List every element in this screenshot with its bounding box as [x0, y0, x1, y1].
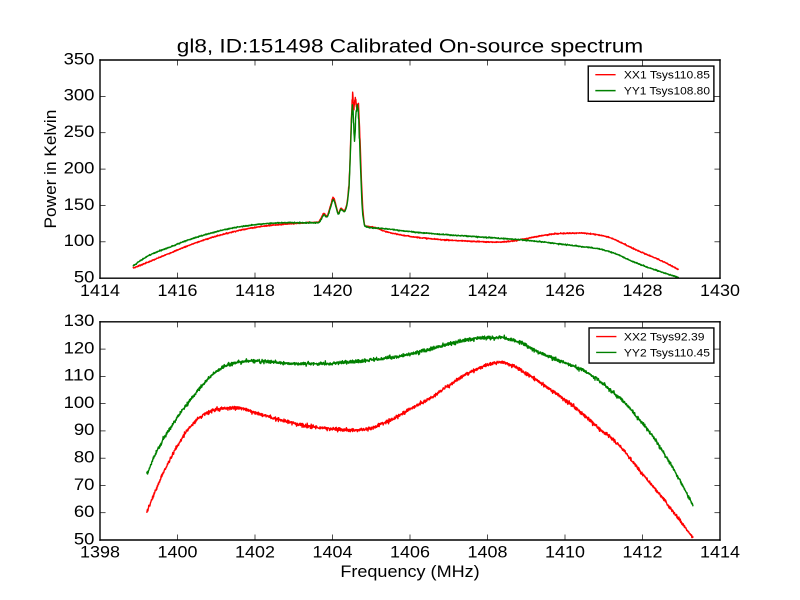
svg-text:130: 130: [64, 311, 95, 330]
svg-text:1428: 1428: [623, 281, 663, 300]
svg-text:1430: 1430: [700, 281, 740, 300]
svg-text:100: 100: [64, 393, 95, 412]
svg-text:Frequency (MHz): Frequency (MHz): [340, 562, 479, 581]
svg-text:1416: 1416: [158, 281, 198, 300]
svg-text:Power in Kelvin: Power in Kelvin: [41, 110, 60, 229]
svg-text:1424: 1424: [468, 281, 508, 300]
svg-text:300: 300: [64, 86, 95, 105]
svg-text:1398: 1398: [80, 543, 120, 562]
svg-text:80: 80: [74, 447, 95, 466]
svg-text:1420: 1420: [313, 281, 353, 300]
svg-text:60: 60: [74, 502, 95, 521]
svg-text:110: 110: [64, 366, 95, 385]
svg-text:150: 150: [64, 195, 95, 214]
svg-text:1402: 1402: [235, 543, 275, 562]
svg-text:gl8, ID:151498 Calibrated On-s: gl8, ID:151498 Calibrated On-source spec…: [177, 37, 643, 58]
svg-text:350: 350: [64, 49, 95, 68]
svg-text:50: 50: [74, 267, 95, 286]
svg-text:1418: 1418: [235, 281, 275, 300]
svg-text:1414: 1414: [700, 543, 740, 562]
svg-text:1408: 1408: [468, 543, 508, 562]
svg-text:1426: 1426: [545, 281, 585, 300]
svg-text:70: 70: [74, 475, 95, 494]
svg-text:1404: 1404: [313, 543, 353, 562]
svg-text:YY1 Tsys108.80: YY1 Tsys108.80: [624, 86, 710, 98]
svg-text:200: 200: [64, 158, 95, 177]
svg-text:250: 250: [64, 122, 95, 141]
svg-text:XX1 Tsys110.85: XX1 Tsys110.85: [624, 70, 710, 82]
svg-text:1422: 1422: [390, 281, 430, 300]
svg-text:50: 50: [74, 529, 95, 548]
svg-text:1412: 1412: [623, 543, 663, 562]
svg-text:90: 90: [74, 420, 95, 439]
svg-text:XX2 Tsys92.39: XX2 Tsys92.39: [624, 331, 705, 343]
svg-text:1410: 1410: [545, 543, 585, 562]
svg-text:1414: 1414: [80, 281, 120, 300]
svg-text:1400: 1400: [158, 543, 198, 562]
svg-text:YY2 Tsys110.45: YY2 Tsys110.45: [624, 347, 710, 359]
svg-text:100: 100: [64, 231, 95, 250]
svg-text:120: 120: [64, 338, 95, 357]
svg-text:1406: 1406: [390, 543, 430, 562]
